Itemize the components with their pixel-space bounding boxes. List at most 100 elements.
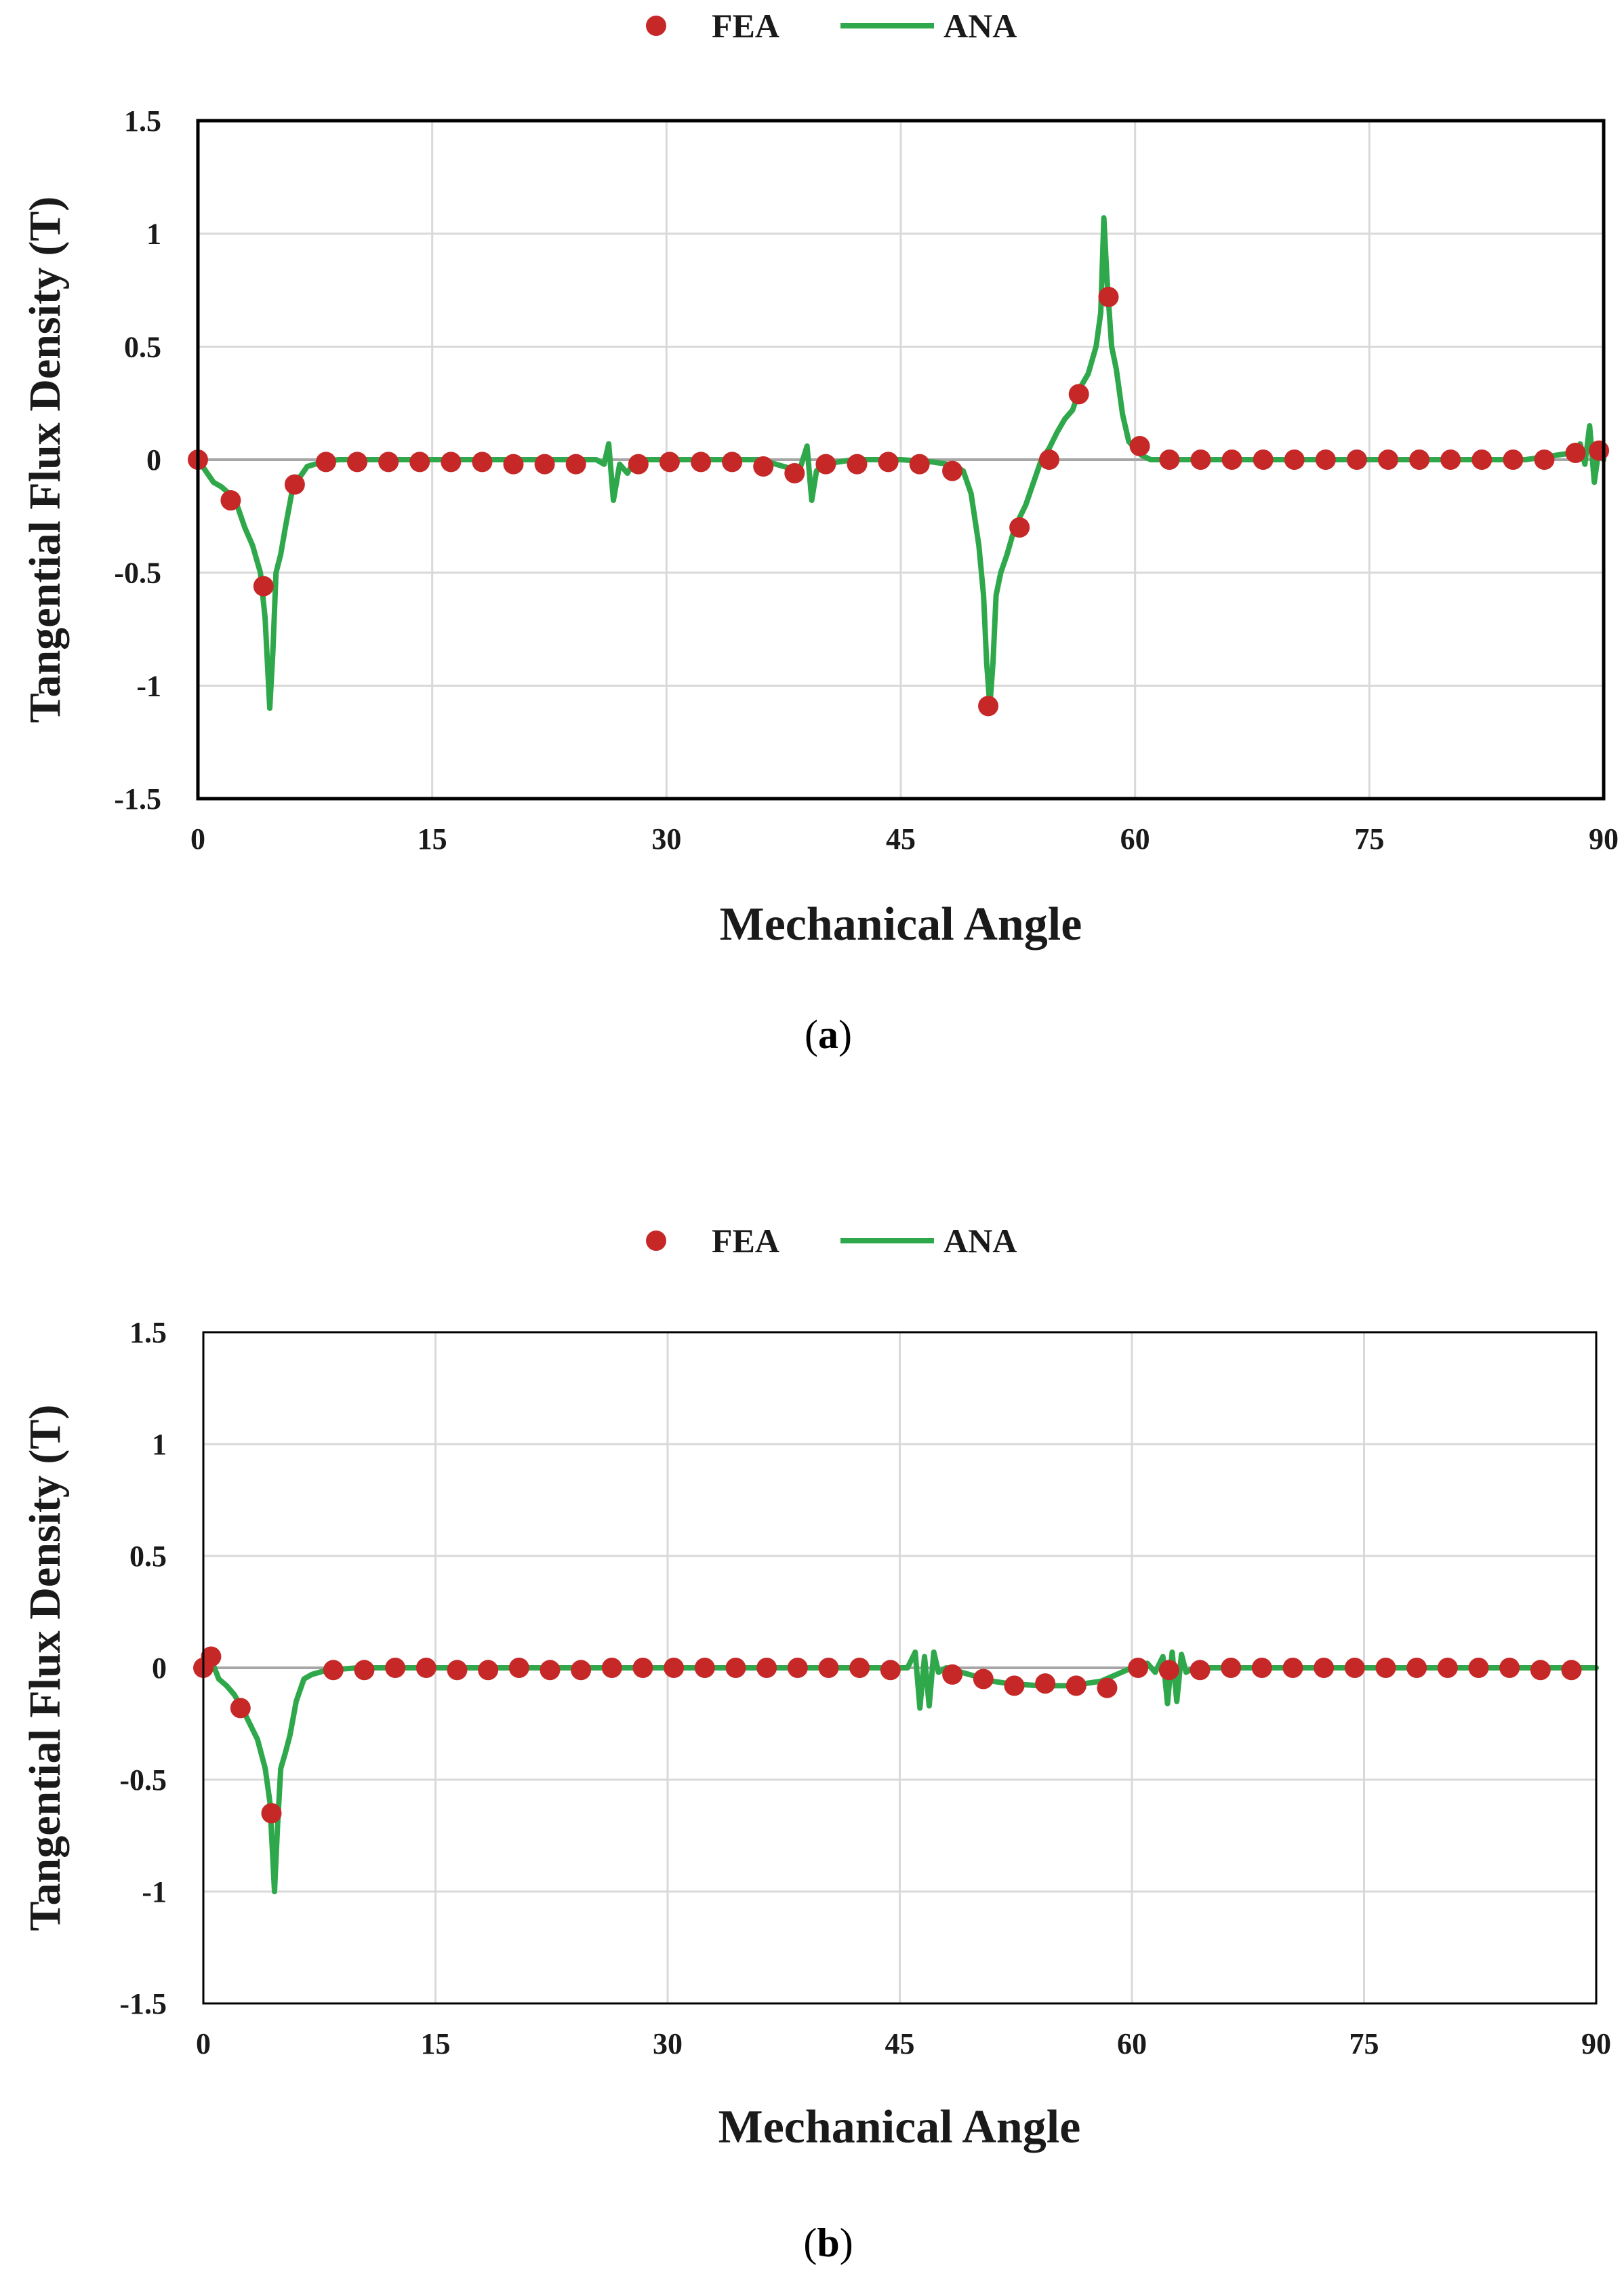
fea-point-a-31 <box>1190 449 1211 470</box>
fea-point-b-32 <box>1221 1658 1242 1678</box>
plot-frame-a <box>196 119 1606 801</box>
fea-point-b-42 <box>1530 1660 1551 1681</box>
x-axis-label-b: Mechanical Angle <box>718 2101 1081 2153</box>
fea-point-b-29 <box>1128 1658 1149 1678</box>
x-tick-label-a-3: 45 <box>886 822 916 856</box>
caption-a: (a) <box>805 1012 852 1057</box>
fea-point-b-10 <box>508 1658 529 1678</box>
ana-line-a <box>195 215 1606 711</box>
x-ticks-a: 0 15 30 45 60 75 90 <box>190 822 1619 856</box>
fea-point-a-9 <box>472 452 493 473</box>
fea-point-a-36 <box>1346 449 1367 470</box>
fea-point-a-16 <box>722 452 743 473</box>
x-tick-label-a-0: 0 <box>190 822 205 856</box>
fea-point-a-27 <box>1068 384 1089 405</box>
fea-point-a-32 <box>1221 449 1242 470</box>
ana-series-b <box>201 1649 1599 1894</box>
fea-point-a-43 <box>1565 443 1586 463</box>
fea-point-b-34 <box>1282 1658 1303 1678</box>
fea-point-b-9 <box>478 1660 499 1681</box>
fea-point-a-2 <box>253 576 274 597</box>
x-tick-label-a-2: 30 <box>651 822 681 856</box>
fea-point-b-41 <box>1499 1658 1520 1678</box>
fea-point-b-33 <box>1251 1658 1272 1678</box>
fea-point-a-26 <box>1038 449 1059 470</box>
fea-point-a-24 <box>978 696 999 717</box>
fea-point-b-38 <box>1406 1658 1427 1678</box>
fea-point-b-30 <box>1158 1660 1179 1681</box>
legend-ana-label-b: ANA <box>943 1222 1017 1260</box>
fea-point-a-42 <box>1534 449 1555 470</box>
fea-point-a-21 <box>878 452 899 473</box>
x-tick-label-b-5: 75 <box>1349 2027 1379 2060</box>
fea-point-b-39 <box>1437 1658 1458 1678</box>
fea-point-b-1 <box>201 1646 222 1667</box>
fea-point-a-23 <box>942 460 963 481</box>
y-tick-label-b-2: -0.5 <box>119 1763 167 1797</box>
fea-point-b-28 <box>1097 1677 1118 1698</box>
fea-point-b-43 <box>1561 1660 1582 1681</box>
fea-point-a-11 <box>534 454 555 475</box>
legend-fea-marker-b <box>646 1231 666 1251</box>
x-tick-label-b-6: 90 <box>1581 2027 1611 2060</box>
fea-point-b-6 <box>385 1658 406 1678</box>
fea-point-a-22 <box>909 454 930 475</box>
fea-point-b-18 <box>756 1658 777 1678</box>
legend-b: FEA ANA <box>646 1222 1017 1260</box>
y-tick-label-b-6: 1.5 <box>129 1316 167 1349</box>
fea-point-a-29 <box>1129 436 1150 456</box>
fea-point-a-14 <box>659 452 680 473</box>
y-ticks-b: -1.5 -1 -0.5 0 0.5 1 1.5 <box>119 1316 167 2020</box>
x-tick-label-b-1: 15 <box>421 2027 451 2060</box>
x-ticks-b: 0 15 30 45 60 75 90 <box>196 2027 1611 2060</box>
fea-point-a-3 <box>284 474 305 495</box>
fea-point-a-18 <box>784 463 805 483</box>
fea-point-b-3 <box>261 1803 282 1824</box>
fea-point-a-40 <box>1471 449 1493 470</box>
fea-point-a-7 <box>409 452 430 473</box>
fea-point-b-8 <box>447 1660 468 1681</box>
fea-point-b-31 <box>1190 1660 1211 1681</box>
fea-point-a-19 <box>815 454 836 475</box>
y-tick-label-a-2: -0.5 <box>114 557 161 590</box>
y-tick-label-b-3: 0 <box>152 1652 167 1685</box>
fea-point-a-37 <box>1377 449 1398 470</box>
fea-point-a-30 <box>1159 449 1180 470</box>
x-tick-label-b-4: 60 <box>1117 2027 1147 2060</box>
fea-point-b-25 <box>1004 1675 1025 1696</box>
fea-point-b-7 <box>415 1658 437 1678</box>
y-tick-label-a-5: 1 <box>146 218 161 251</box>
y-tick-label-b-1: -1 <box>142 1875 167 1909</box>
fea-point-b-4 <box>323 1660 344 1681</box>
fea-point-b-12 <box>571 1660 592 1681</box>
fea-point-a-28 <box>1098 287 1119 307</box>
fea-point-a-44 <box>1589 440 1610 461</box>
fea-point-a-20 <box>847 454 868 475</box>
fea-point-b-14 <box>632 1658 653 1678</box>
fea-point-b-27 <box>1065 1675 1087 1696</box>
x-tick-label-b-0: 0 <box>196 2027 211 2060</box>
legend-ana-label-a: ANA <box>943 7 1017 45</box>
y-axis-label-a: Tangential Flux Density (T) <box>20 197 70 723</box>
fea-point-a-13 <box>628 454 649 475</box>
y-axis-label-b: Tangential Flux Density (T) <box>20 1405 70 1932</box>
fea-point-a-4 <box>315 452 336 473</box>
fea-point-a-1 <box>220 490 241 511</box>
fea-point-a-15 <box>691 452 712 473</box>
fea-point-b-37 <box>1375 1658 1396 1678</box>
chart-b: FEA ANA -1.5 -1 -0.5 0 0.5 1 1.5 0 15 30 45 60 75 90… <box>20 1222 1611 2265</box>
fea-point-b-11 <box>540 1660 561 1681</box>
x-axis-label-a: Mechanical Angle <box>720 898 1082 951</box>
y-tick-label-a-4: 0.5 <box>124 330 161 363</box>
y-tick-label-b-0: -1.5 <box>119 1987 167 2020</box>
fea-point-a-34 <box>1284 449 1305 470</box>
fea-series-b <box>193 1646 1582 1824</box>
legend-fea-marker-a <box>646 16 666 36</box>
fea-point-b-26 <box>1035 1673 1056 1694</box>
caption-letter-b: b <box>817 2220 839 2265</box>
fea-point-a-41 <box>1503 449 1524 470</box>
chart-a: FEA ANA -1.5 -1 -0.5 0 0.5 1 1.5 0 15 30 45 60 75 90… <box>20 7 1619 1057</box>
fea-point-b-2 <box>230 1698 251 1719</box>
fea-point-b-22 <box>880 1660 901 1681</box>
